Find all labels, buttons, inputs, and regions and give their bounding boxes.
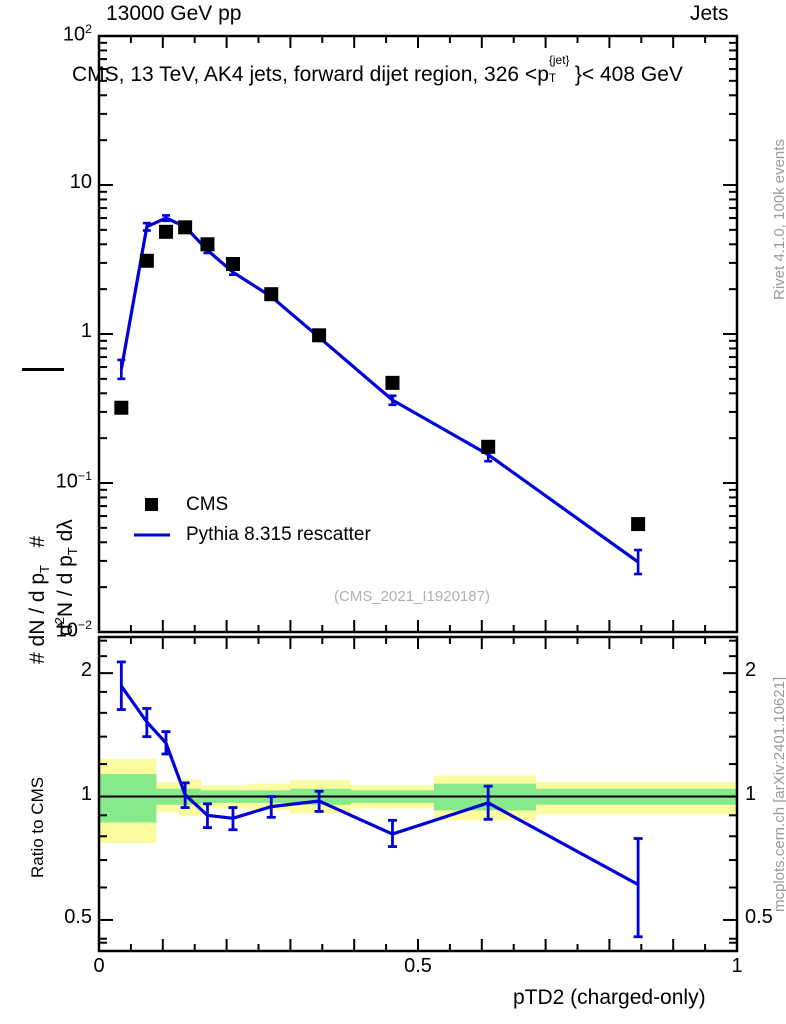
data-point-marker: [264, 287, 279, 302]
y-tick-label-ratio-right: 0.5: [745, 905, 773, 928]
y-tick-label-ratio-left: 2: [80, 659, 92, 682]
legend-label-pythia: Pythia 8.315 rescatter: [186, 524, 371, 545]
title-superscript: {jet}: [548, 53, 570, 67]
data-point-marker: [178, 220, 193, 235]
analysis-id-watermark: (CMS_2021_I1920187): [334, 588, 490, 605]
y-tick-label-main: 10−2: [55, 618, 92, 642]
x-tick-label: 0: [93, 955, 105, 977]
data-point-marker: [158, 224, 173, 239]
y-tick-label-main: 1: [80, 320, 92, 342]
legend-marker-cms: [145, 498, 158, 511]
y-tick-label-main: 10: [69, 171, 92, 193]
y-axis-label-main: d2N / d pT dλ # dN / d pT #: [6, 36, 80, 664]
band-inner: [99, 773, 157, 823]
fraction-bar: [22, 368, 64, 371]
data-point-marker: [114, 400, 129, 415]
data-point-marker: [139, 253, 154, 268]
data-point-marker: [631, 517, 646, 532]
header-analysis-label: Jets: [690, 2, 729, 25]
ratio-uncertainty-bands: [99, 758, 737, 844]
y-tick-label-ratio-left: 1: [80, 782, 92, 805]
title-subscript: T: [548, 71, 557, 85]
data-point-marker: [225, 256, 240, 271]
y-tick-label-ratio-right: 1: [745, 782, 757, 805]
y-tick-label-ratio-left: 0.5: [64, 905, 92, 928]
y-tick-label-main: 10−1: [55, 469, 92, 493]
page-title: CMS, 13 TeV, AK4 jets, forward dijet reg…: [72, 53, 683, 87]
data-point-marker: [385, 375, 400, 390]
title-post: }< 408 GeV: [574, 63, 683, 86]
main-plot-frame: [97, 34, 739, 634]
title-pre: CMS, 13 TeV, AK4 jets, forward dijet reg…: [72, 63, 549, 86]
data-point-marker: [200, 237, 215, 252]
x-tick-label: 0.5: [404, 955, 432, 977]
legend-label-cms: CMS: [186, 494, 229, 515]
main-axis-ticks: [98, 35, 738, 633]
legend: [134, 498, 170, 537]
data-point-marker: [481, 439, 496, 454]
x-axis-label: pTD2 (charged-only): [513, 986, 706, 1009]
x-tick-label: 1: [731, 955, 743, 977]
ratio-mc-curve: [116, 660, 643, 939]
header-beam-label: 13000 GeV pp: [106, 2, 242, 25]
y-tick-label-ratio-right: 2: [745, 659, 757, 682]
main-plot-panel: [97, 34, 739, 634]
y-tick-label-main: 102: [62, 22, 92, 46]
data-point-marker: [312, 328, 327, 343]
data-markers-main: [114, 220, 646, 532]
ratio-plot-frame: [97, 635, 739, 953]
